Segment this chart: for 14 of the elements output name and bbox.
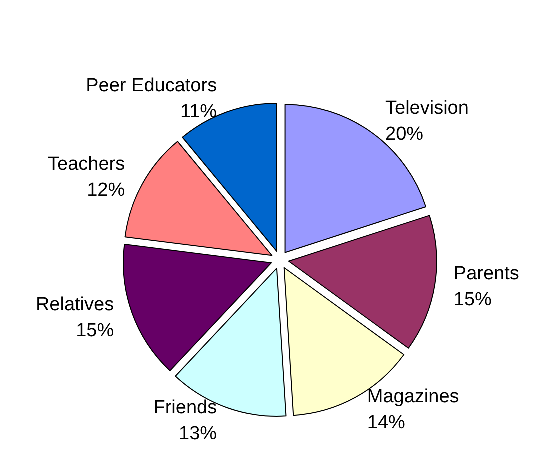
data-label: 12% [87,180,126,202]
slice-label: Friends [154,397,218,418]
slice-label: Parents [454,263,520,284]
slice-label: Television [386,98,469,120]
data-label: 20% [386,124,424,146]
slice-label: Relatives [36,294,114,316]
data-label: 15% [454,289,492,310]
data-label: 14% [367,412,406,434]
slice-label: Teachers [48,154,126,176]
data-label: 15% [76,320,114,342]
data-label: 13% [179,423,218,444]
slice-label: Peer Educators [86,76,218,97]
slice-label: Magazines [367,386,460,408]
data-label: 11% [180,102,218,123]
